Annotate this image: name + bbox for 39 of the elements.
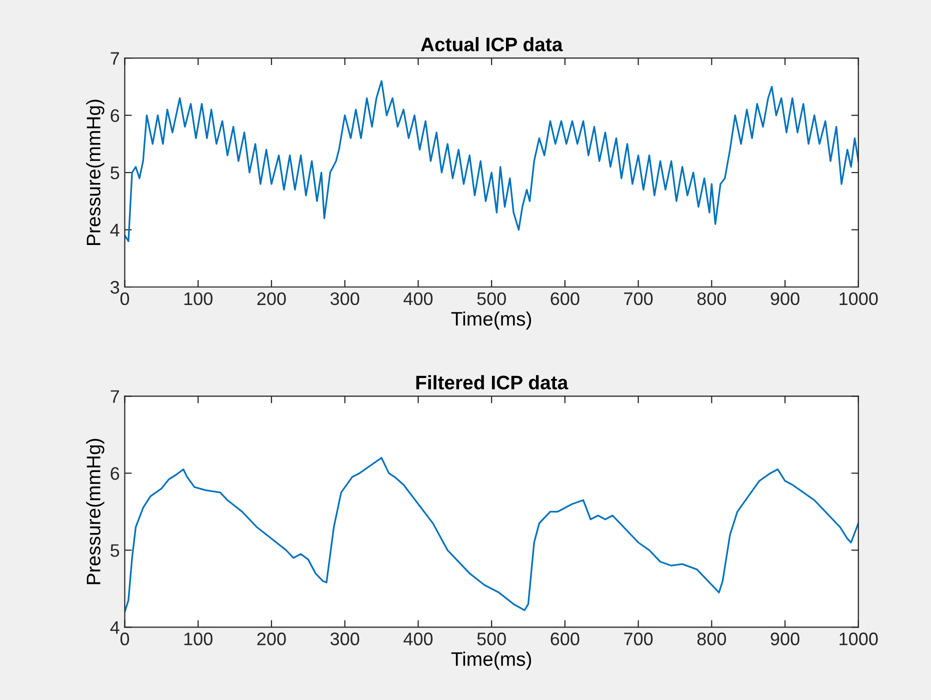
y-tick-label: 7	[110, 390, 119, 403]
x-tick-label: 300	[330, 632, 360, 646]
y-tick-label: 6	[110, 109, 120, 122]
x-tick-label: 200	[257, 292, 286, 306]
x-tick-label: 1000	[840, 632, 878, 646]
x-tick-label: 200	[257, 632, 286, 646]
y-tick-label: 5	[110, 544, 120, 557]
line-series	[124, 456, 858, 613]
x-tick-label: 700	[624, 292, 653, 306]
x-tick-label: 500	[477, 292, 506, 306]
x-tick-label: 0	[120, 292, 130, 306]
x-tick-label: 100	[184, 632, 212, 646]
y-tick-label: 4	[110, 224, 120, 236]
y-tick-label: 4	[110, 621, 120, 634]
x-tick-label: 1000	[840, 292, 878, 306]
x-tick-label: 800	[697, 632, 726, 646]
x-tick-label: 600	[550, 632, 580, 646]
y-tick-label: 5	[110, 166, 120, 180]
y-tick-label: 7	[110, 52, 119, 65]
x-tick-label: 300	[330, 292, 360, 306]
y-axis-title: Pressure(mmHg)	[86, 438, 104, 584]
x-tick-label: 700	[624, 632, 653, 646]
x-tick-label: 500	[477, 632, 506, 646]
x-tick-label: 600	[550, 292, 580, 306]
x-axis-title: Time(ms)	[451, 652, 532, 670]
chart-title: Filtered ICP data	[416, 375, 568, 390]
line-series	[124, 80, 858, 242]
x-tick-label: 100	[184, 292, 212, 306]
x-tick-label: 400	[404, 632, 433, 646]
y-axis-title: Pressure(mmHg)	[86, 100, 104, 245]
chart-title: Actual ICP data	[420, 37, 563, 52]
x-tick-label: 800	[697, 292, 726, 306]
x-axis-title: Time(ms)	[451, 311, 532, 330]
x-tick-label: 0	[120, 632, 130, 646]
x-tick-label: 400	[404, 292, 433, 306]
y-tick-label: 6	[110, 467, 120, 480]
y-tick-label: 3	[110, 280, 120, 294]
x-tick-label: 900	[770, 292, 800, 306]
x-tick-label: 900	[770, 632, 800, 646]
